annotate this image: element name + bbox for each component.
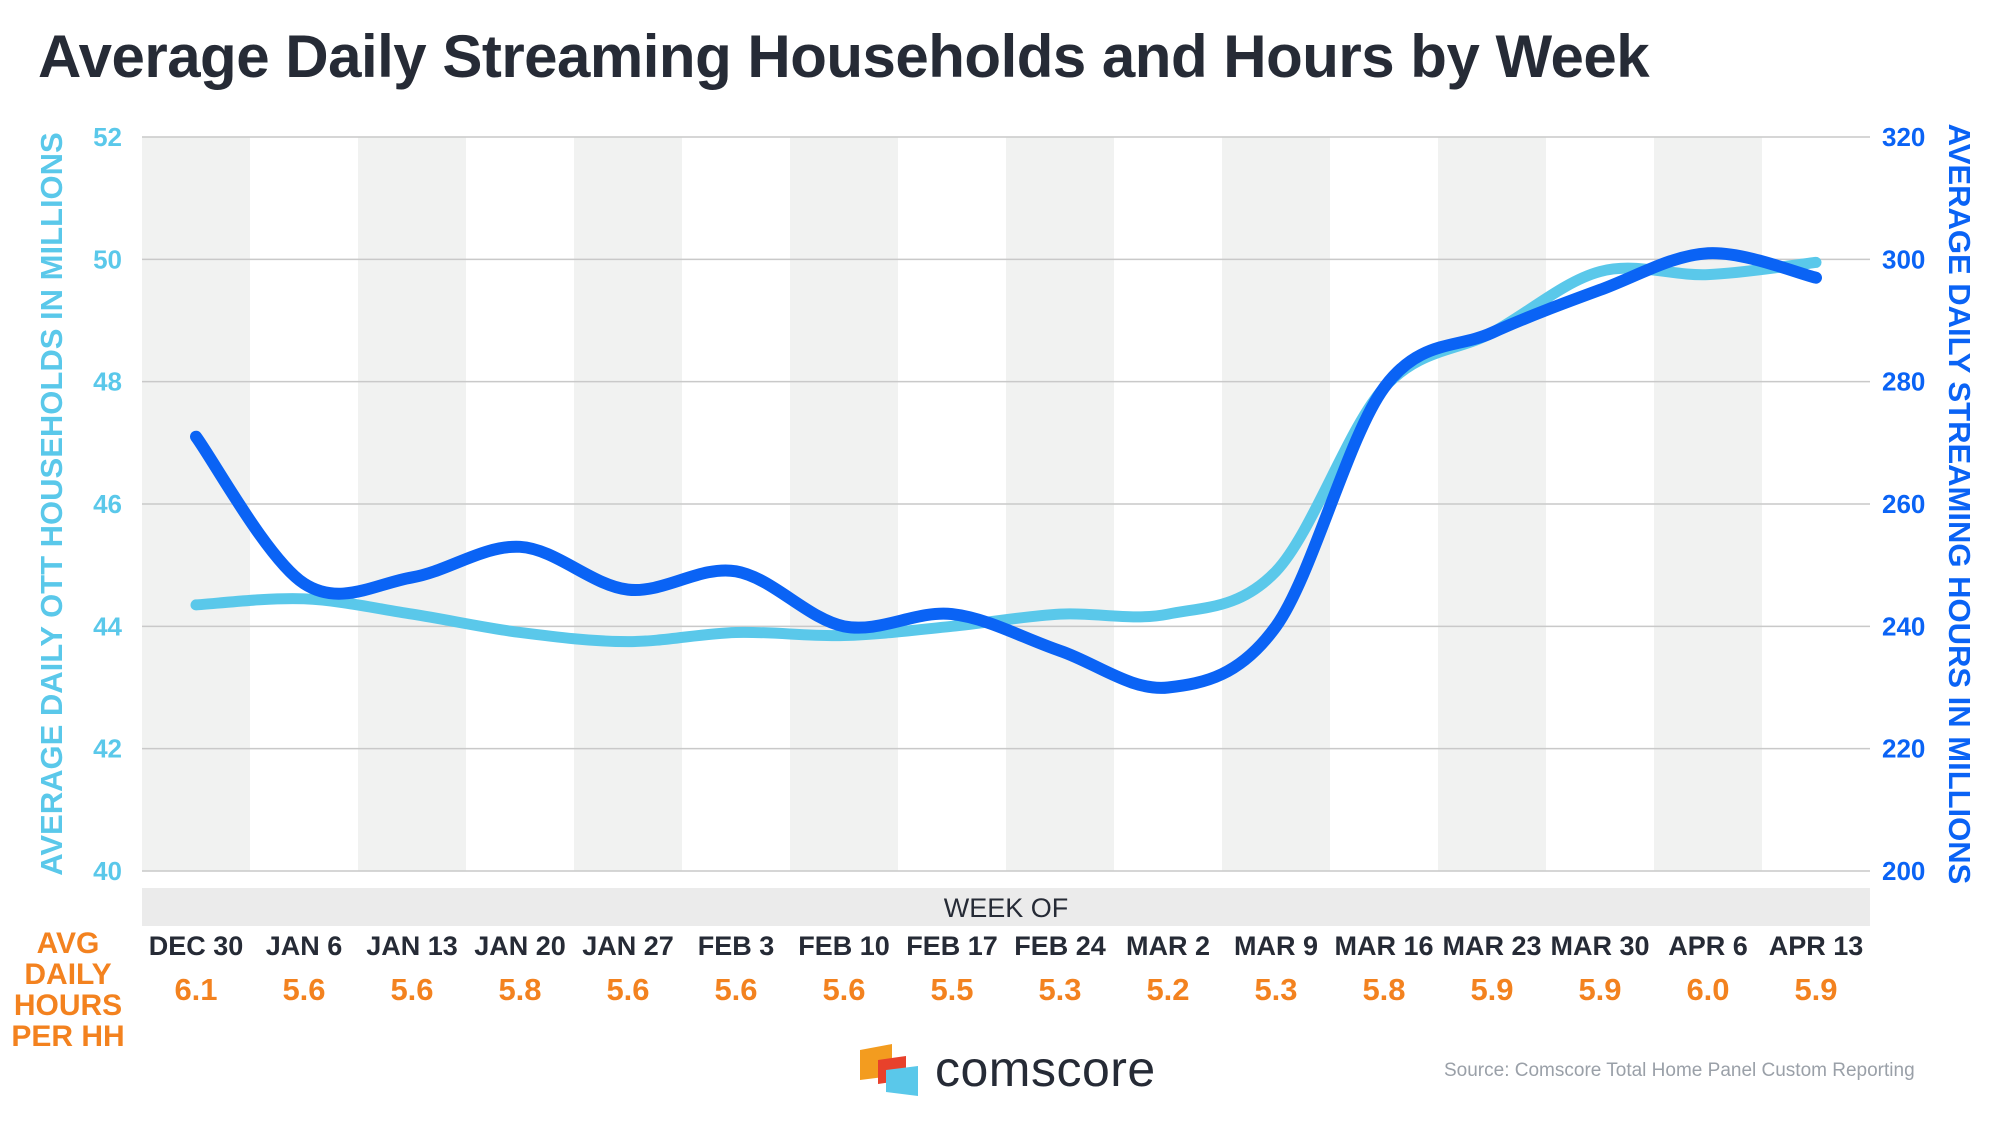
hours-per-hh-value: 5.8 xyxy=(498,972,541,1007)
hours-per-hh-value: 5.3 xyxy=(1254,972,1297,1007)
right-axis-tick-label: 240 xyxy=(1882,611,1925,641)
comscore-logo-icon xyxy=(860,1044,918,1096)
chart-title: Average Daily Streaming Households and H… xyxy=(38,23,1650,90)
hours-per-hh-value: 5.2 xyxy=(1146,972,1189,1007)
logo-cyan-panel xyxy=(886,1066,918,1096)
x-tick-label: APR 13 xyxy=(1769,931,1864,961)
x-axis-title: WEEK OF xyxy=(944,893,1069,923)
hours-per-hh-value: 5.6 xyxy=(390,972,433,1007)
hours-per-hh-label: DAILY xyxy=(24,958,111,991)
week-of-bar xyxy=(142,888,1870,926)
hours-per-hh-value: 5.6 xyxy=(714,972,757,1007)
x-tick-label: FEB 10 xyxy=(798,931,890,961)
x-tick-label: JAN 6 xyxy=(266,931,343,961)
left-axis-title: AVERAGE DAILY OTT HOUSEHOLDS IN MILLIONS xyxy=(34,132,69,876)
hours-per-hh-label: HOURS xyxy=(14,989,122,1022)
x-tick-label: MAR 23 xyxy=(1442,931,1541,961)
hours-per-hh-label: AVG xyxy=(37,927,100,960)
x-tick-label: MAR 9 xyxy=(1234,931,1318,961)
left-axis-tick-label: 44 xyxy=(93,611,122,641)
x-tick-label: JAN 13 xyxy=(366,931,458,961)
right-axis-tick-label: 280 xyxy=(1882,367,1925,397)
right-axis-tick-label: 300 xyxy=(1882,244,1925,274)
hours-per-hh-value: 5.9 xyxy=(1578,972,1621,1007)
left-axis-tick-label: 40 xyxy=(93,856,122,886)
right-axis-title: AVERAGE DAILY STREAMING HOURS IN MILLION… xyxy=(1942,124,1977,885)
left-axis-tick-label: 52 xyxy=(93,122,122,152)
x-tick-label: JAN 27 xyxy=(582,931,674,961)
x-tick-label: FEB 24 xyxy=(1014,931,1106,961)
hours-per-hh-value: 5.6 xyxy=(822,972,865,1007)
x-tick-label: MAR 2 xyxy=(1126,931,1210,961)
x-tick-label: MAR 30 xyxy=(1550,931,1649,961)
hours-per-hh-value: 5.6 xyxy=(606,972,649,1007)
hours-per-hh-value: 5.6 xyxy=(282,972,325,1007)
x-tick-label: JAN 20 xyxy=(474,931,566,961)
right-axis-tick-label: 320 xyxy=(1882,122,1925,152)
comscore-logo-text: comscore xyxy=(935,1041,1156,1097)
households-series-line xyxy=(190,256,1822,648)
hours-per-hh-value: 6.1 xyxy=(174,972,217,1007)
right-axis-tick-label: 260 xyxy=(1882,489,1925,519)
right-axis-tick-label: 220 xyxy=(1882,734,1925,764)
x-tick-label: FEB 17 xyxy=(906,931,998,961)
x-tick-label: APR 6 xyxy=(1668,931,1748,961)
x-tick-label: FEB 3 xyxy=(698,931,775,961)
left-axis-tick-label: 50 xyxy=(93,244,122,274)
left-axis-tick-label: 46 xyxy=(93,489,122,519)
hours-per-hh-label: PER HH xyxy=(11,1020,124,1053)
x-tick-label: MAR 16 xyxy=(1334,931,1433,961)
hours-per-hh-value: 6.0 xyxy=(1686,972,1729,1007)
hours-per-hh-value: 5.5 xyxy=(930,972,973,1007)
left-axis-tick-label: 48 xyxy=(93,367,122,397)
left-axis-tick-label: 42 xyxy=(93,734,122,764)
hours-per-hh-value: 5.9 xyxy=(1794,972,1837,1007)
hours-per-hh-value: 5.9 xyxy=(1470,972,1513,1007)
right-axis-tick-label: 200 xyxy=(1882,856,1925,886)
hours-per-hh-value: 5.8 xyxy=(1362,972,1405,1007)
source-note: Source: Comscore Total Home Panel Custom… xyxy=(1444,1060,1915,1081)
hours-per-hh-value: 5.3 xyxy=(1038,972,1081,1007)
hours-series-line xyxy=(190,247,1822,694)
x-tick-label: DEC 30 xyxy=(149,931,244,961)
